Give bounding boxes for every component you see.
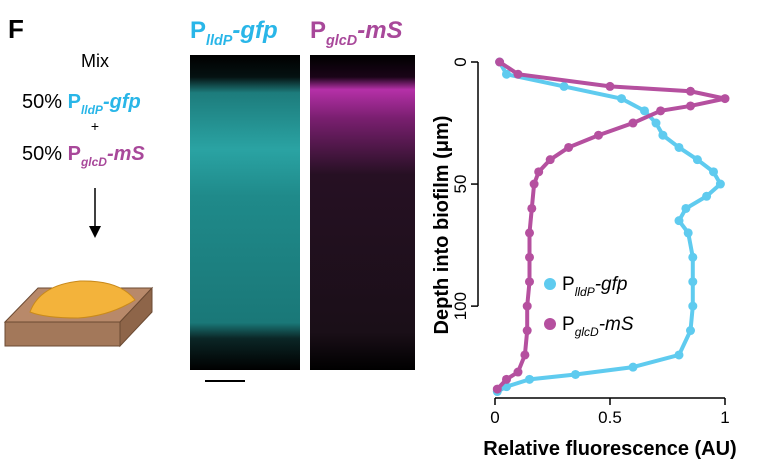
x-axis-label: Relative fluorescence (AU) bbox=[483, 438, 736, 460]
legend-p: P bbox=[562, 314, 575, 335]
point bbox=[606, 82, 615, 91]
label-sub: glcD bbox=[325, 33, 357, 49]
point bbox=[560, 82, 569, 91]
point bbox=[716, 180, 725, 189]
image-title: PglcD-mS bbox=[310, 17, 403, 49]
point bbox=[617, 94, 626, 103]
plus: + bbox=[91, 118, 99, 134]
point bbox=[629, 119, 638, 128]
label-sub: lldP bbox=[206, 33, 233, 49]
point bbox=[514, 368, 523, 377]
label-p: P bbox=[190, 17, 206, 44]
point bbox=[658, 131, 667, 140]
point bbox=[525, 277, 534, 286]
gfp-image bbox=[190, 55, 300, 370]
figure: F Mix 50% PlldP-gfp + 50% PglcD-mS PlldP… bbox=[0, 0, 770, 464]
point bbox=[686, 326, 695, 335]
strain-label: 50% PglcD-mS bbox=[22, 143, 145, 169]
label-p: P bbox=[68, 143, 81, 165]
point bbox=[688, 277, 697, 286]
point bbox=[525, 253, 534, 262]
point bbox=[640, 106, 649, 115]
legend-label: PglcD-mS bbox=[562, 314, 634, 339]
point bbox=[525, 375, 534, 384]
image-title: PlldP-gfp bbox=[190, 17, 278, 49]
point bbox=[686, 101, 695, 110]
legend-sub: glcD bbox=[575, 325, 599, 339]
x-tick-label: 0 bbox=[490, 408, 499, 427]
ms-image bbox=[310, 55, 415, 370]
label-sub: lldP bbox=[81, 103, 104, 117]
point bbox=[675, 350, 684, 359]
point bbox=[546, 155, 555, 164]
point bbox=[709, 167, 718, 176]
biofilm-drawing bbox=[5, 281, 152, 346]
legend-p: P bbox=[562, 274, 575, 295]
point bbox=[675, 216, 684, 225]
point bbox=[688, 253, 697, 262]
point bbox=[681, 204, 690, 213]
point bbox=[571, 370, 580, 379]
point bbox=[525, 228, 534, 237]
point bbox=[675, 143, 684, 152]
point bbox=[721, 94, 730, 103]
point bbox=[702, 192, 711, 201]
legend-suffix: -mS bbox=[599, 314, 634, 335]
point bbox=[652, 119, 661, 128]
percent: 50% bbox=[22, 143, 62, 165]
point bbox=[684, 228, 693, 237]
point bbox=[693, 155, 702, 164]
legend-marker bbox=[544, 318, 556, 330]
point bbox=[564, 143, 573, 152]
legend-marker bbox=[544, 278, 556, 290]
y-tick-label: 100 bbox=[451, 292, 470, 320]
point bbox=[523, 302, 532, 311]
label-p: P bbox=[68, 91, 81, 113]
y-axis-label: Depth into biofilm (μm) bbox=[431, 116, 453, 335]
x-tick-label: 0.5 bbox=[598, 408, 622, 427]
label-suffix: -gfp bbox=[232, 17, 277, 44]
label-sub: glcD bbox=[80, 155, 107, 169]
point bbox=[688, 302, 697, 311]
y-tick-label: 0 bbox=[451, 57, 470, 66]
y-tick-label: 50 bbox=[451, 175, 470, 194]
point bbox=[534, 167, 543, 176]
label-suffix: -mS bbox=[107, 143, 145, 165]
point bbox=[629, 363, 638, 372]
arrow-head bbox=[89, 226, 101, 238]
point bbox=[520, 350, 529, 359]
strain-label: 50% PlldP-gfp bbox=[22, 91, 141, 117]
point bbox=[530, 180, 539, 189]
series-line bbox=[497, 62, 725, 389]
point bbox=[527, 204, 536, 213]
point bbox=[686, 87, 695, 96]
point bbox=[502, 375, 511, 384]
point bbox=[656, 106, 665, 115]
point bbox=[594, 131, 603, 140]
point bbox=[514, 70, 523, 79]
label-suffix: -gfp bbox=[103, 91, 141, 113]
legend-label: PlldP-gfp bbox=[562, 274, 627, 299]
point bbox=[495, 58, 504, 67]
percent: 50% bbox=[22, 91, 62, 113]
label-p: P bbox=[310, 17, 326, 44]
label-suffix: -mS bbox=[357, 17, 402, 44]
point bbox=[493, 385, 502, 394]
legend-suffix: -gfp bbox=[595, 274, 628, 295]
legend-sub: lldP bbox=[575, 285, 595, 299]
panel-label: F bbox=[8, 14, 24, 44]
x-tick-label: 1 bbox=[720, 408, 729, 427]
mix-label: Mix bbox=[81, 51, 109, 71]
point bbox=[523, 326, 532, 335]
